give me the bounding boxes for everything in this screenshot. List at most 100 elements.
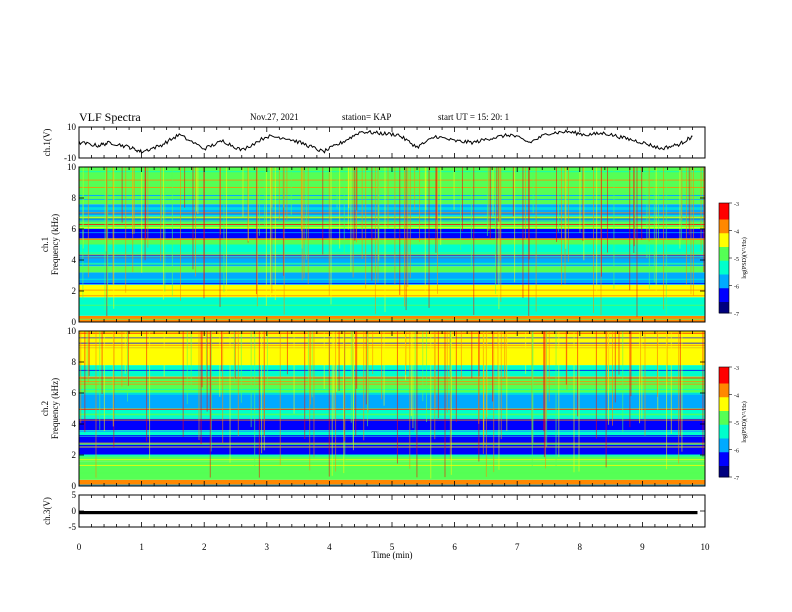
band-cell (79, 230, 705, 232)
colorbar-cell (719, 208, 729, 212)
band-cell (578, 331, 580, 472)
band-cell (79, 195, 705, 197)
band-cell (79, 388, 705, 390)
band-cell (440, 167, 442, 246)
band-cell (79, 254, 705, 256)
band-cell (461, 167, 463, 232)
band-cell (79, 377, 705, 379)
band-cell (79, 295, 705, 297)
band-cell (79, 255, 705, 257)
colorbar-tick-label: -4 (734, 394, 739, 400)
band-cell (614, 331, 616, 403)
band-cell (79, 263, 705, 265)
band-cell (430, 331, 432, 479)
band-cell (405, 331, 407, 381)
band-cell (82, 167, 84, 300)
band-cell (79, 238, 705, 245)
band-cell (525, 331, 527, 374)
band-cell (79, 214, 705, 216)
band-cell (543, 331, 545, 458)
band-cell (374, 167, 376, 314)
colorbar-cell (719, 411, 729, 415)
band-cell (567, 167, 569, 262)
band-cell (524, 167, 526, 240)
band-cell (600, 167, 602, 277)
y-tick-label: 8 (72, 357, 77, 367)
colorbar-cell (719, 304, 729, 308)
colorbar-cell (719, 372, 729, 376)
band-cell (679, 167, 681, 249)
band-cell (486, 167, 488, 236)
band-cell (424, 167, 426, 293)
band-cell (86, 331, 88, 379)
band-cell (79, 342, 705, 344)
band-cell (384, 167, 386, 312)
band-cell (548, 331, 550, 402)
band-cell (160, 167, 162, 221)
band-cell (657, 167, 659, 242)
band-cell (681, 167, 683, 221)
chart-title: VLF Spectra (79, 110, 141, 124)
band-cell (579, 167, 581, 233)
band-cell (79, 252, 705, 254)
y-tick-label: 5 (72, 490, 77, 500)
band-cell (88, 331, 90, 376)
colorbar-cell (719, 310, 729, 314)
band-cell (331, 331, 333, 476)
colorbar-cell (719, 266, 729, 270)
band-cell (679, 331, 681, 436)
band-cell (79, 216, 705, 218)
band-cell (336, 167, 338, 209)
band-cell (636, 167, 638, 317)
band-cell (309, 331, 311, 471)
band-cell (107, 167, 109, 306)
band-cell (200, 331, 202, 445)
band-cell (179, 167, 181, 301)
band-cell (545, 331, 547, 420)
band-cell (352, 167, 354, 278)
band-cell (79, 289, 705, 291)
band-cell (405, 167, 407, 311)
band-cell (79, 186, 705, 188)
band-cell (121, 331, 123, 387)
band-cell (223, 167, 225, 293)
x-tick-label: 6 (452, 542, 457, 552)
colorbar-tick-label: -5 (734, 257, 739, 263)
colorbar-cell (719, 457, 729, 461)
colorbar-ch2-spectrogram: -3 -4 -5 -6 -7 log(PSD)(V²/Hz) (718, 366, 748, 482)
band-cell (309, 331, 311, 405)
band-cell (478, 331, 480, 462)
band-cell (205, 331, 207, 391)
band-cell (141, 167, 143, 273)
x-tick-label: 5 (390, 542, 395, 552)
colorbar-cell (719, 419, 729, 423)
band-cell (532, 331, 534, 444)
band-cell (305, 167, 307, 260)
band-cell (79, 205, 705, 207)
band-cell (596, 167, 598, 296)
band-cell (506, 331, 508, 431)
band-cell (514, 167, 516, 283)
x-tick-label: 2 (202, 542, 207, 552)
y-tick-label: 10 (67, 162, 77, 172)
band-cell (146, 331, 148, 442)
band-cell (663, 167, 665, 310)
colorbar-label: log(PSD)(V²/Hz) (741, 401, 748, 442)
band-cell (221, 331, 223, 372)
band-cell (453, 167, 455, 210)
band-cell (489, 167, 491, 239)
colorbar-cell (719, 433, 729, 437)
y-tick-label: 0 (72, 481, 77, 491)
band-cell (330, 167, 332, 305)
band-cell (104, 167, 106, 311)
colorbar-cell (719, 405, 729, 409)
band-cell (79, 419, 705, 421)
band-cell (79, 369, 705, 371)
band-cell (557, 167, 559, 232)
band-cell (283, 167, 285, 315)
colorbar-cell (719, 391, 729, 395)
band-cell (629, 167, 631, 291)
x-tick-label: 10 (701, 542, 711, 552)
band-cell (79, 337, 705, 339)
band-cell (87, 331, 89, 383)
